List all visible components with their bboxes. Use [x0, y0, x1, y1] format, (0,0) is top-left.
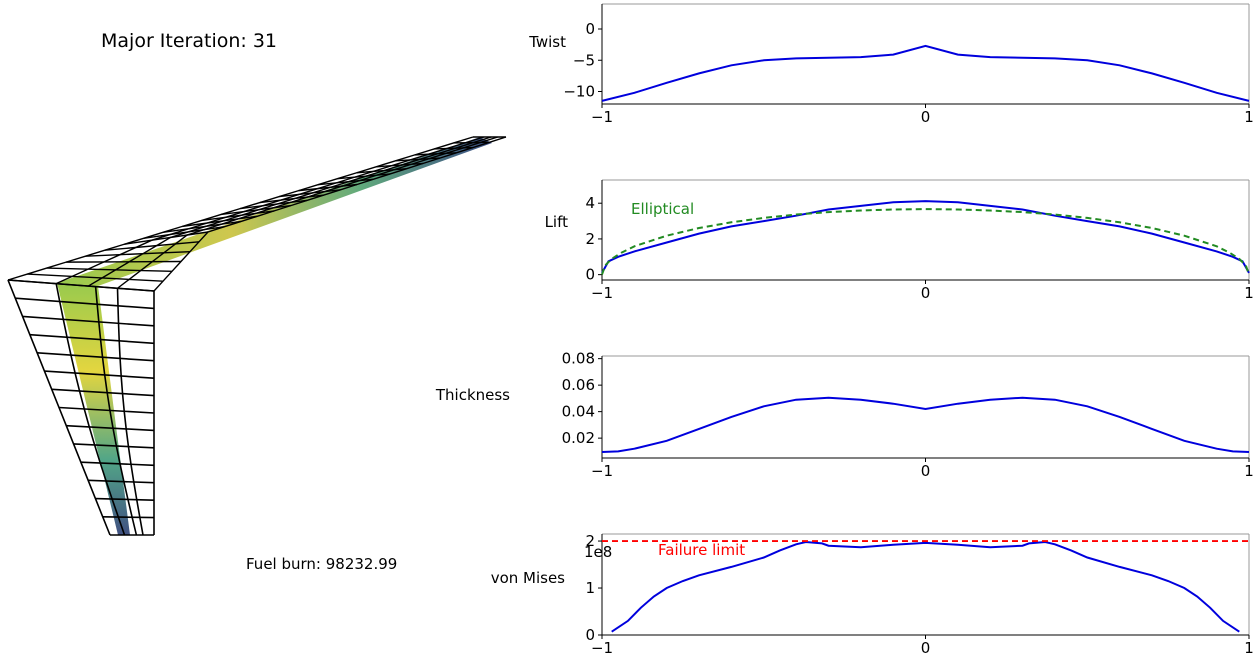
x-tick-label: −1 — [591, 639, 613, 657]
mesh-line — [87, 136, 492, 287]
mesh-line — [102, 515, 155, 519]
mesh-line — [7, 279, 111, 536]
series-line — [601, 44, 1250, 102]
y-tick-label: 1 — [585, 579, 595, 597]
axis-offset-label: 1e8 — [584, 543, 612, 561]
y-axis-label: Thickness — [435, 386, 510, 404]
series-line — [601, 396, 1250, 453]
mesh-line — [55, 283, 126, 536]
elliptical-series-line — [601, 208, 1250, 275]
mesh-line — [95, 497, 155, 501]
x-tick-label: 0 — [921, 639, 931, 657]
mesh-line — [29, 333, 155, 345]
y-tick-label: −5 — [573, 51, 595, 69]
mesh-line — [15, 297, 155, 310]
chart-2: −1 0 1 0.08 0.06 0.04 0.02 Thickness — [435, 350, 1254, 480]
y-tick-label: 2 — [585, 532, 595, 550]
x-tick-label: 0 — [921, 108, 931, 126]
fuel-burn-label: Fuel burn: 98232.99 — [246, 555, 398, 573]
mesh-line — [22, 315, 155, 327]
wing-mesh — [7, 136, 507, 536]
x-tick-label: 1 — [1244, 284, 1254, 302]
x-tick-label: 0 — [921, 462, 931, 480]
y-tick-label: 0.04 — [562, 403, 595, 421]
mesh-line — [94, 286, 138, 536]
mesh-line — [104, 241, 200, 251]
y-axis-label: von Mises — [491, 569, 565, 587]
y-tick-label: 0 — [585, 626, 595, 644]
y-tick-label: 2 — [585, 230, 595, 248]
mesh-line — [51, 388, 155, 397]
mesh-line — [58, 406, 155, 414]
x-tick-label: 1 — [1244, 462, 1254, 480]
y-tick-label: 0.08 — [562, 350, 595, 368]
mesh-line — [7, 136, 474, 281]
x-tick-label: 0 — [921, 284, 931, 302]
mesh-line — [37, 352, 155, 362]
mesh-line — [80, 461, 155, 467]
mesh-line — [55, 136, 485, 285]
iteration-label: Major Iteration: 31 — [101, 30, 278, 52]
wing-mesh-plot — [7, 136, 507, 536]
mesh-line — [73, 443, 155, 449]
mesh-line — [124, 231, 209, 245]
mesh-line — [88, 479, 155, 484]
mesh-line — [66, 260, 182, 263]
x-tick-label: 1 — [1244, 108, 1254, 126]
elliptical-annotation: Elliptical — [631, 200, 694, 218]
y-tick-label: 0 — [585, 20, 595, 38]
failure-limit-annotation: Failure limit — [658, 541, 745, 559]
mesh-line — [46, 267, 173, 273]
y-tick-label: 4 — [585, 194, 595, 212]
y-tick-label: −10 — [563, 83, 595, 101]
mesh-line — [153, 136, 507, 292]
x-tick-label: −1 — [591, 108, 613, 126]
y-axis-label: Twist — [528, 33, 566, 51]
y-tick-label: 0 — [585, 266, 595, 284]
mesh-line — [27, 273, 164, 282]
mesh-line — [7, 279, 155, 292]
mesh-line — [44, 370, 155, 379]
mesh-line — [117, 136, 498, 289]
series-line — [611, 540, 1240, 633]
x-tick-label: −1 — [591, 284, 613, 302]
y-tick-label: 0.06 — [562, 376, 595, 394]
series-line — [601, 200, 1250, 274]
y-axis-label: Lift — [545, 213, 569, 231]
y-tick-label: 0.02 — [562, 429, 595, 447]
mesh-line — [85, 250, 191, 257]
mesh-line — [66, 424, 155, 432]
x-tick-label: −1 — [591, 462, 613, 480]
x-tick-label: 1 — [1244, 639, 1254, 657]
mesh-line — [116, 288, 144, 536]
